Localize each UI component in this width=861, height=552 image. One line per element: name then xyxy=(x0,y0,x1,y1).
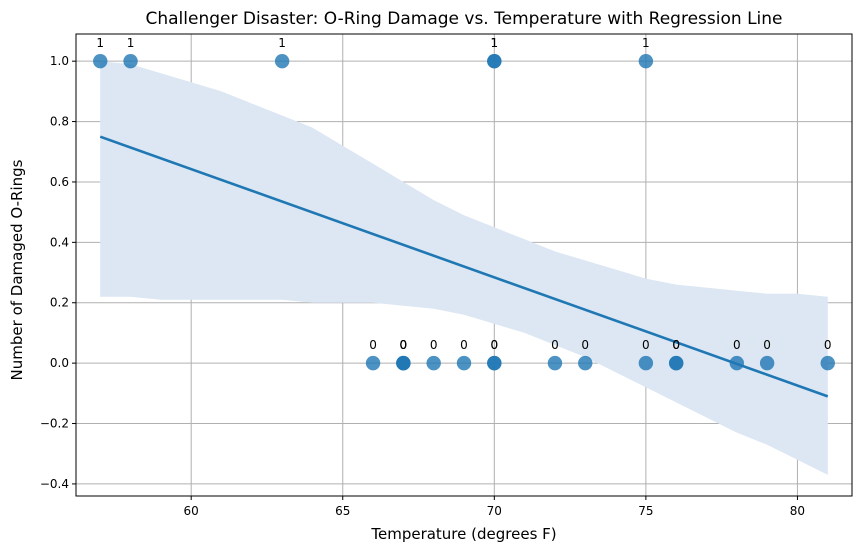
y-tick-label: 1.0 xyxy=(50,54,69,68)
data-points xyxy=(93,53,835,371)
x-tick-label: 70 xyxy=(487,504,502,518)
data-point xyxy=(638,355,654,371)
data-label: 1 xyxy=(490,36,498,50)
regression-line-layer xyxy=(99,135,829,398)
y-tick-label: −0.4 xyxy=(40,477,69,491)
data-point xyxy=(487,53,502,69)
data-label: 0 xyxy=(400,338,408,352)
data-label: 0 xyxy=(763,338,771,352)
data-label: 0 xyxy=(369,338,377,352)
data-point xyxy=(456,355,472,371)
data-label: 0 xyxy=(400,338,408,352)
data-label: 0 xyxy=(642,338,650,352)
y-tick-label: 0.4 xyxy=(50,235,69,249)
y-tick-label: 0.6 xyxy=(50,175,69,189)
y-tick-label: 0.0 xyxy=(50,356,69,370)
x-tick-label: 65 xyxy=(335,504,350,518)
y-tick-label: −0.2 xyxy=(40,417,69,431)
y-tick-label: 0.8 xyxy=(50,115,69,129)
y-tick-label: 0.2 xyxy=(50,296,69,310)
data-labels: 1 1 1 11 10 000 0 0 00 0 0 0 00 0 0 0 xyxy=(96,36,831,352)
data-point xyxy=(396,355,411,371)
regression-line xyxy=(99,135,829,398)
chart-title: Challenger Disaster: O-Ring Damage vs. T… xyxy=(145,9,782,29)
data-point xyxy=(668,355,684,371)
plot-frame xyxy=(75,33,853,497)
data-point xyxy=(759,355,775,371)
data-label: 0 xyxy=(430,338,438,352)
data-point xyxy=(365,355,381,371)
data-point xyxy=(547,355,563,371)
data-point xyxy=(820,355,835,371)
data-label: 1 xyxy=(278,36,286,50)
x-tick-label: 80 xyxy=(790,504,805,518)
confidence-band xyxy=(100,61,828,475)
data-label: 0 xyxy=(400,338,408,352)
data-label: 0 xyxy=(551,338,559,352)
data-label: 0 xyxy=(824,338,832,352)
confidence-band-layer xyxy=(100,61,828,475)
data-label: 0 xyxy=(672,338,680,352)
data-label: 1 xyxy=(490,36,498,50)
data-point xyxy=(426,355,441,371)
data-label: 1 xyxy=(642,36,650,50)
data-point xyxy=(123,53,138,69)
data-point xyxy=(93,53,108,69)
axis-ticks: 60 65 70 75 80 −0.4 −0.2 0.0 0.2 0.4 0.6 0.8 1.0 xyxy=(40,54,805,518)
data-point xyxy=(729,355,745,371)
data-point xyxy=(638,53,654,69)
data-label: 0 xyxy=(581,338,589,352)
x-tick-label: 75 xyxy=(638,504,653,518)
y-axis-label: Number of Damaged O-Rings xyxy=(8,159,26,380)
data-label: 0 xyxy=(733,338,741,352)
data-point xyxy=(487,355,502,371)
data-point xyxy=(274,53,290,69)
data-label: 0 xyxy=(672,338,680,352)
data-label: 0 xyxy=(490,338,498,352)
x-axis-label: Temperature (degrees F) xyxy=(370,525,556,543)
data-label: 0 xyxy=(460,338,468,352)
data-label: 1 xyxy=(127,36,135,50)
data-label: 0 xyxy=(490,338,498,352)
x-tick-label: 60 xyxy=(184,504,199,518)
data-label: 1 xyxy=(96,36,104,50)
data-point xyxy=(578,355,593,371)
